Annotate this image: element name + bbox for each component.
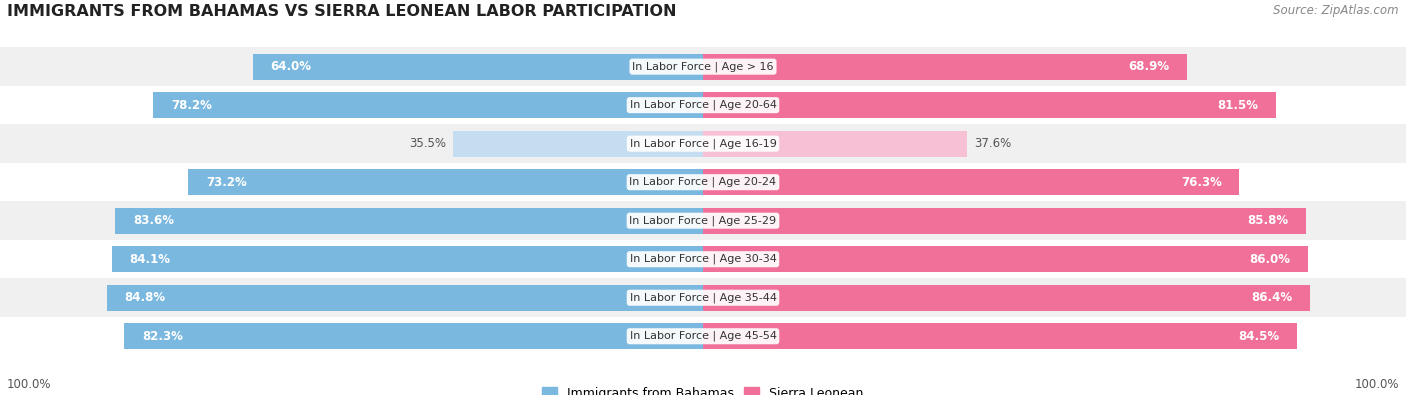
Text: In Labor Force | Age 35-44: In Labor Force | Age 35-44 — [630, 292, 776, 303]
Bar — [115, 208, 703, 234]
Bar — [703, 208, 1306, 234]
Text: 73.2%: 73.2% — [205, 176, 246, 189]
Bar — [0, 47, 1406, 86]
Text: 76.3%: 76.3% — [1181, 176, 1222, 189]
Bar — [125, 323, 703, 349]
Text: In Labor Force | Age 30-34: In Labor Force | Age 30-34 — [630, 254, 776, 265]
Text: In Labor Force | Age > 16: In Labor Force | Age > 16 — [633, 61, 773, 72]
Bar — [703, 131, 967, 157]
Text: 100.0%: 100.0% — [7, 378, 52, 391]
Text: 83.6%: 83.6% — [134, 214, 174, 227]
Bar — [703, 92, 1277, 118]
Bar — [0, 317, 1406, 356]
Bar — [153, 92, 703, 118]
Text: 78.2%: 78.2% — [170, 99, 212, 112]
Bar — [703, 323, 1296, 349]
Legend: Immigrants from Bahamas, Sierra Leonean: Immigrants from Bahamas, Sierra Leonean — [537, 382, 869, 395]
Text: 85.8%: 85.8% — [1247, 214, 1289, 227]
Text: 86.0%: 86.0% — [1249, 253, 1291, 266]
Bar — [703, 169, 1240, 195]
Text: In Labor Force | Age 16-19: In Labor Force | Age 16-19 — [630, 138, 776, 149]
Text: In Labor Force | Age 25-29: In Labor Force | Age 25-29 — [630, 215, 776, 226]
Text: 84.1%: 84.1% — [129, 253, 170, 266]
Text: IMMIGRANTS FROM BAHAMAS VS SIERRA LEONEAN LABOR PARTICIPATION: IMMIGRANTS FROM BAHAMAS VS SIERRA LEONEA… — [7, 4, 676, 19]
Text: 84.8%: 84.8% — [125, 291, 166, 304]
Bar — [112, 246, 703, 272]
Bar — [107, 285, 703, 311]
Bar — [453, 131, 703, 157]
Text: 68.9%: 68.9% — [1129, 60, 1170, 73]
Bar — [188, 169, 703, 195]
Bar — [703, 246, 1308, 272]
Bar — [703, 54, 1188, 80]
Text: Source: ZipAtlas.com: Source: ZipAtlas.com — [1274, 4, 1399, 17]
Text: 35.5%: 35.5% — [409, 137, 447, 150]
Text: In Labor Force | Age 20-24: In Labor Force | Age 20-24 — [630, 177, 776, 188]
Text: 82.3%: 82.3% — [142, 330, 183, 343]
Bar — [0, 163, 1406, 201]
Bar — [703, 285, 1310, 311]
Text: 86.4%: 86.4% — [1251, 291, 1294, 304]
Text: In Labor Force | Age 45-54: In Labor Force | Age 45-54 — [630, 331, 776, 342]
Bar — [253, 54, 703, 80]
Text: 100.0%: 100.0% — [1354, 378, 1399, 391]
Bar — [0, 201, 1406, 240]
Bar — [0, 124, 1406, 163]
Text: 84.5%: 84.5% — [1239, 330, 1279, 343]
Text: 37.6%: 37.6% — [974, 137, 1011, 150]
Text: 81.5%: 81.5% — [1218, 99, 1258, 112]
Bar — [0, 240, 1406, 278]
Bar — [0, 86, 1406, 124]
Bar — [0, 278, 1406, 317]
Text: In Labor Force | Age 20-64: In Labor Force | Age 20-64 — [630, 100, 776, 111]
Text: 64.0%: 64.0% — [270, 60, 312, 73]
